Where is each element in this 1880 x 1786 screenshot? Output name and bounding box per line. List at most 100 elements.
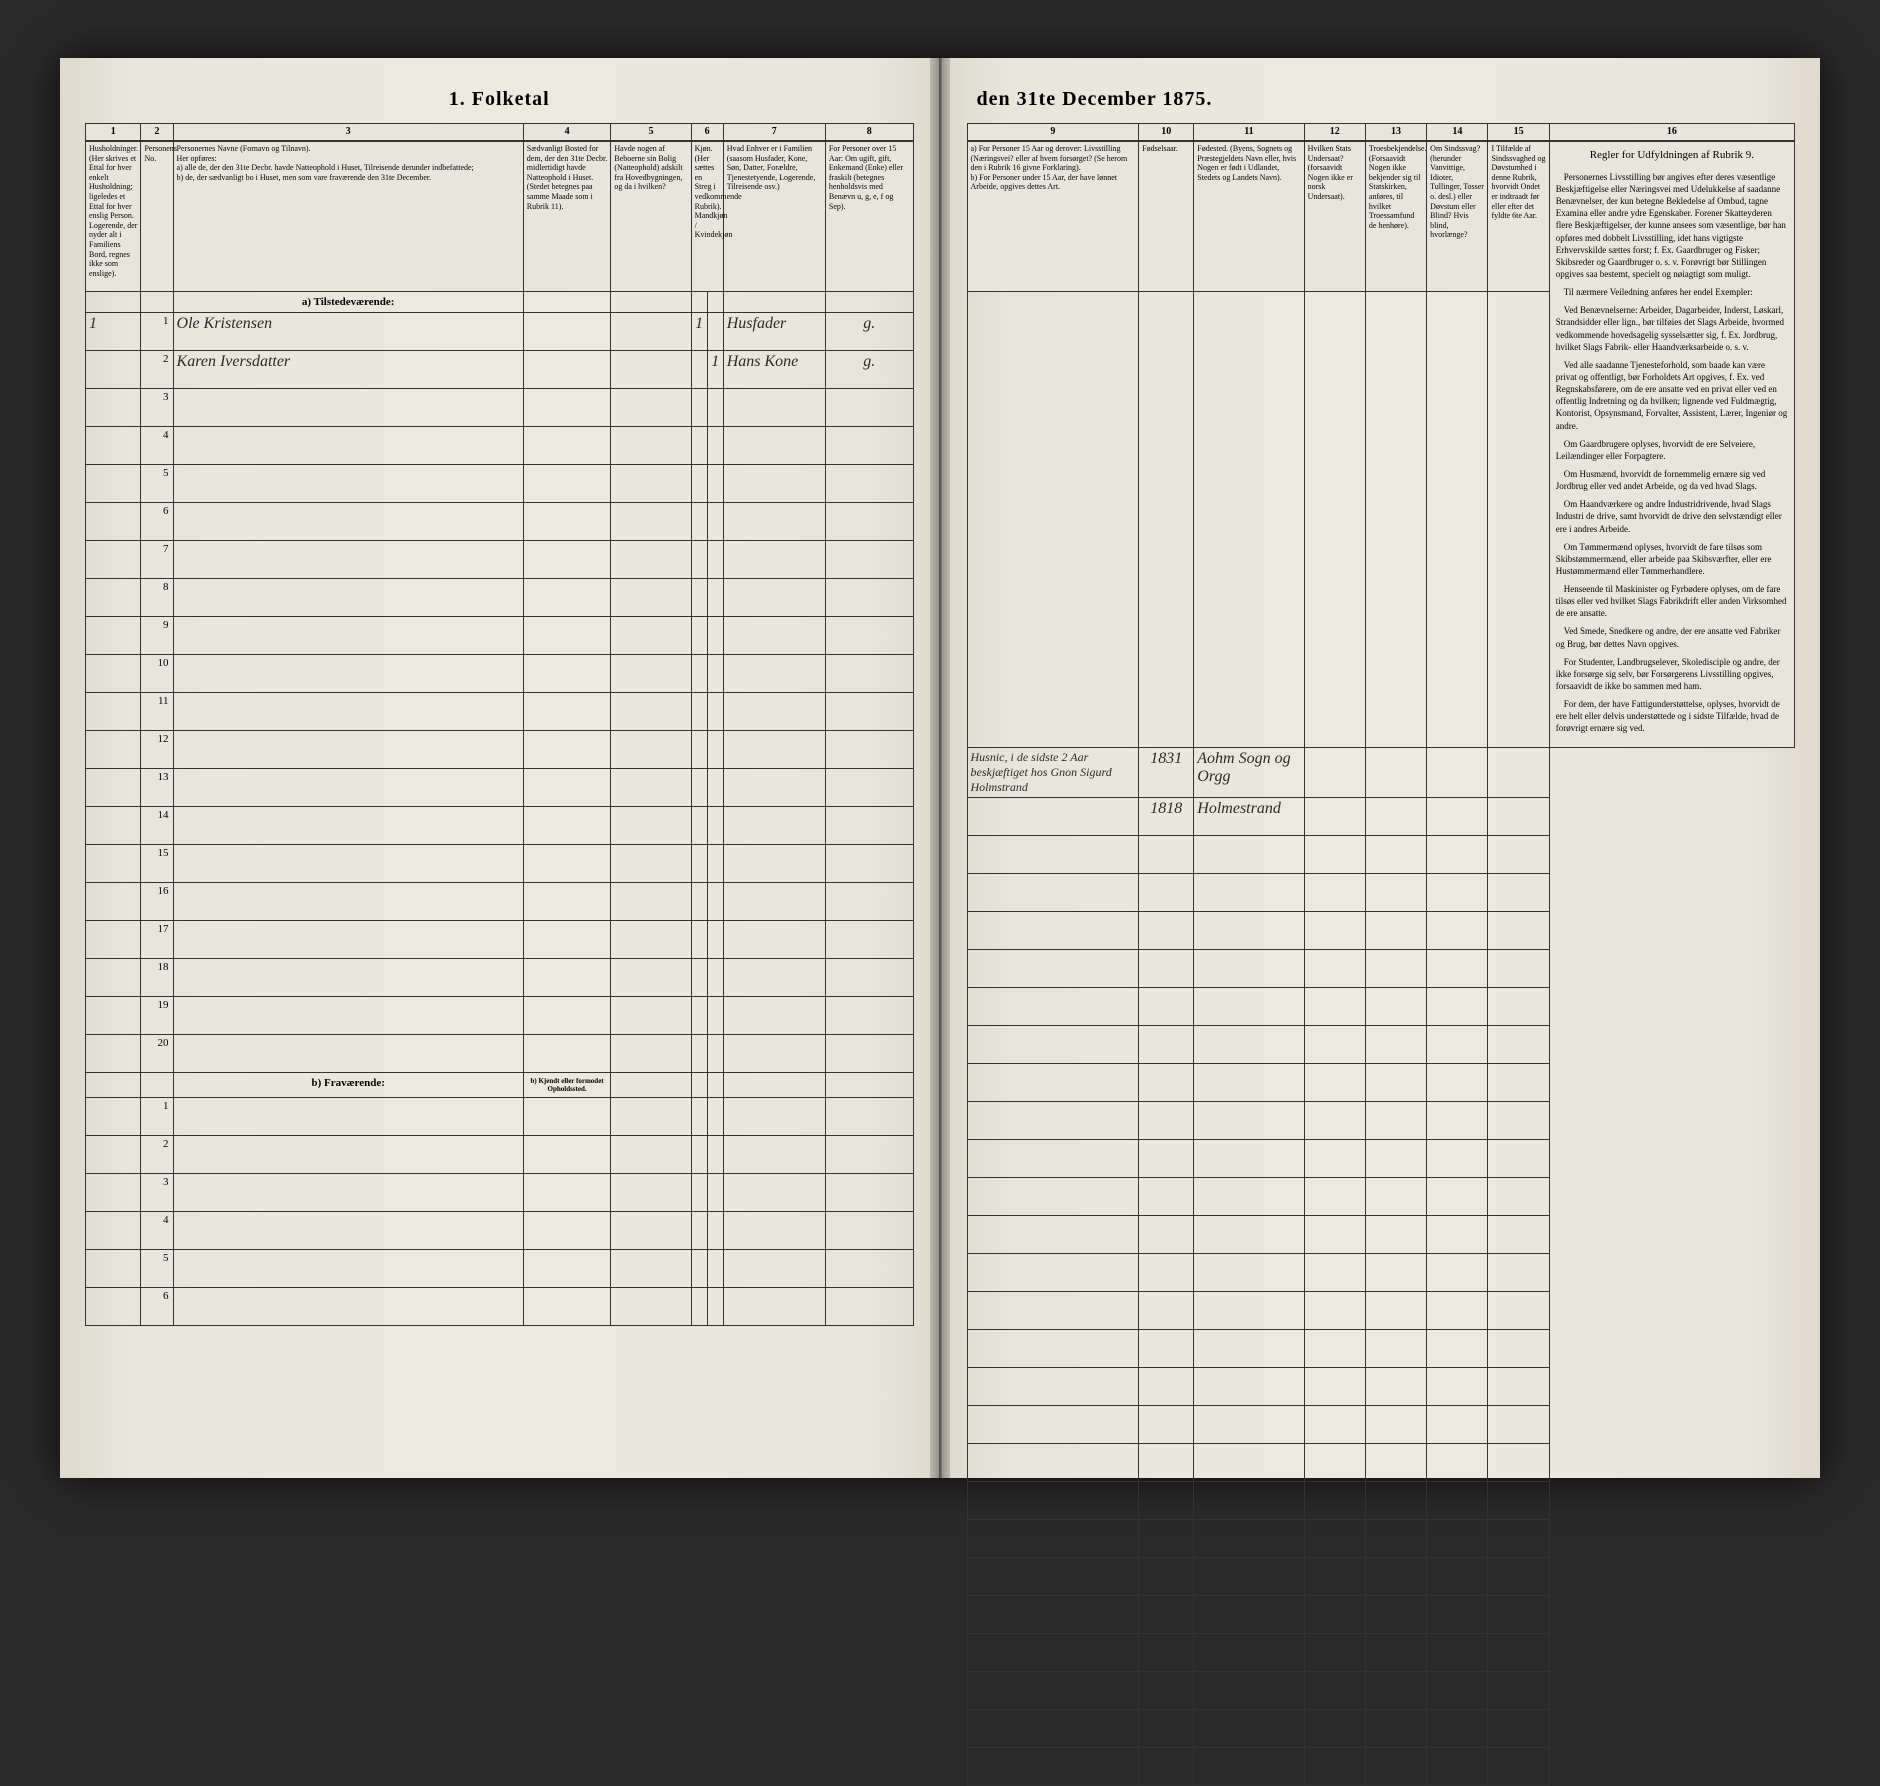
absent-persons-rows: 123456: [86, 1097, 914, 1325]
table-row: 2 Karen Iversdatter 1 Hans Kone g.: [86, 350, 914, 388]
table-row: 18: [86, 958, 914, 996]
col-header-5: Havde nogen af Beboerne sin Bolig (Natte…: [611, 141, 691, 291]
cell-person-no: 20: [141, 1034, 173, 1072]
table-row: [967, 1481, 1795, 1519]
table-row: [967, 1557, 1795, 1595]
cell-nationality: [1304, 747, 1365, 797]
table-row: 10: [86, 654, 914, 692]
cell-residence: [523, 312, 611, 350]
table-row: [967, 835, 1795, 873]
section-a-label: a) Tilstedeværende:: [173, 291, 523, 312]
column-number-row-right: 9 10 11 12 13 14 15 16: [967, 124, 1795, 142]
rubrik-paragraph: Om Tømmermænd oplyses, hvorvidt de fare …: [1556, 541, 1788, 577]
rubrik-paragraph: Om Gaardbrugere oplyses, hvorvidt de ere…: [1556, 438, 1788, 462]
cell-person-no: 18: [141, 958, 173, 996]
col-header-6: Kjøn. (Her sættes en Streg i vedkommende…: [691, 141, 723, 291]
cell-disability: [1427, 797, 1488, 835]
cell-person-no: 6: [141, 502, 173, 540]
rubrik-paragraph: Ved Smede, Snedkere og andre, der ere an…: [1556, 625, 1788, 649]
title-part-1: 1. Folketal: [449, 88, 550, 110]
cell-person-no: 2: [141, 1135, 173, 1173]
rubrik-paragraph: Ved Benævnelserne: Arbeider, Dagarbeider…: [1556, 304, 1788, 353]
census-table-right: 9 10 11 12 13 14 15 16 a) For Personer 1…: [967, 123, 1796, 1786]
col-num-11: 11: [1194, 124, 1304, 142]
cell-person-no: 9: [141, 616, 173, 654]
rubrik-paragraph: Henseende til Maskinister og Fyrbødere o…: [1556, 583, 1788, 619]
cell-person-no: 8: [141, 578, 173, 616]
cell-onset: [1488, 747, 1549, 797]
col-num-12: 12: [1304, 124, 1365, 142]
table-row: 5: [86, 1249, 914, 1287]
col-header-1: Husholdninger. (Her skrives et Ettal for…: [86, 141, 141, 291]
col-num-9: 9: [967, 124, 1139, 142]
table-row: 1818 Holmestrand: [967, 797, 1795, 835]
cell-family-role: Husfader: [723, 312, 825, 350]
cell-person-no: 3: [141, 1173, 173, 1211]
table-row: [967, 1291, 1795, 1329]
table-row: 16: [86, 882, 914, 920]
table-row: [967, 1177, 1795, 1215]
cell-person-no: 4: [141, 1211, 173, 1249]
table-row: 3: [86, 388, 914, 426]
col-num-16: 16: [1549, 124, 1794, 142]
table-row: [967, 1443, 1795, 1481]
col-num-3: 3: [173, 124, 523, 142]
table-row: 12: [86, 730, 914, 768]
cell-person-no: 10: [141, 654, 173, 692]
data-rows-right: Husnic, i de sidste 2 Aar beskjæftiget h…: [967, 747, 1795, 1785]
cell-person-no: 4: [141, 426, 173, 464]
cell-disability: [1427, 747, 1488, 797]
rubrik-paragraph: Ved alle saadanne Tjenesteforhold, som b…: [1556, 359, 1788, 432]
cell-person-no: 7: [141, 540, 173, 578]
cell-birth-year: 1818: [1139, 797, 1194, 835]
cell-occupation: [967, 797, 1139, 835]
table-row: 5: [86, 464, 914, 502]
census-table-left: 1 2 3 4 5 6 7 8 Husholdninger. (Her skri…: [85, 123, 914, 1326]
table-row: [967, 1329, 1795, 1367]
table-row: 4: [86, 426, 914, 464]
section-b-note: b) Kjendt eller formodet Opholdssted.: [523, 1072, 611, 1097]
table-row: [967, 1405, 1795, 1443]
col-header-7: Hvad Enhver er i Familien (saasom Husfad…: [723, 141, 825, 291]
book-spine: [930, 58, 950, 1478]
table-row: [967, 873, 1795, 911]
col-num-5: 5: [611, 124, 691, 142]
col-header-9: a) For Personer 15 Aar og derover: Livss…: [967, 141, 1139, 291]
cell-marital: g.: [825, 350, 913, 388]
table-row: 4: [86, 1211, 914, 1249]
table-row: 6: [86, 1287, 914, 1325]
table-row: 2: [86, 1135, 914, 1173]
rubrik-paragraph: Til nærmere Veiledning anføres her endel…: [1556, 286, 1788, 298]
page-title-left: 1. Folketal: [85, 88, 914, 111]
col-header-3: Personernes Navne (Fornavn og Tilnavn). …: [173, 141, 523, 291]
col-num-10: 10: [1139, 124, 1194, 142]
cell-birthplace: Holmestrand: [1194, 797, 1304, 835]
cell-person-no: 3: [141, 388, 173, 426]
table-row: 1 1 Ole Kristensen 1 Husfader g.: [86, 312, 914, 350]
table-row: Husnic, i de sidste 2 Aar beskjæftiget h…: [967, 747, 1795, 797]
census-book: 1. Folketal 1 2 3 4 5 6 7 8 Husholdninge…: [60, 58, 1820, 1478]
column-header-row: Husholdninger. (Her skrives et Ettal for…: [86, 141, 914, 291]
table-row: 17: [86, 920, 914, 958]
cell-person-no: 15: [141, 844, 173, 882]
table-row: [967, 1215, 1795, 1253]
cell-family-role: Hans Kone: [723, 350, 825, 388]
col-num-14: 14: [1427, 124, 1488, 142]
cell-residence: [523, 350, 611, 388]
col-header-15: I Tilfælde af Sindssvaghed og Døvstumhed…: [1488, 141, 1549, 291]
table-row: 7: [86, 540, 914, 578]
present-persons-rows: 1 1 Ole Kristensen 1 Husfader g. 2 Karen…: [86, 312, 914, 1072]
col-num-15: 15: [1488, 124, 1549, 142]
table-row: [967, 1595, 1795, 1633]
section-a-row: a) Tilstedeværende:: [86, 291, 914, 312]
table-row: [967, 1519, 1795, 1557]
col-header-2: Personens No.: [141, 141, 173, 291]
table-row: [967, 1101, 1795, 1139]
table-row: 1: [86, 1097, 914, 1135]
cell-person-no: 5: [141, 1249, 173, 1287]
cell-building: [611, 312, 691, 350]
cell-person-no: 12: [141, 730, 173, 768]
cell-person-no: 5: [141, 464, 173, 502]
table-row: 19: [86, 996, 914, 1034]
col-num-8: 8: [825, 124, 913, 142]
